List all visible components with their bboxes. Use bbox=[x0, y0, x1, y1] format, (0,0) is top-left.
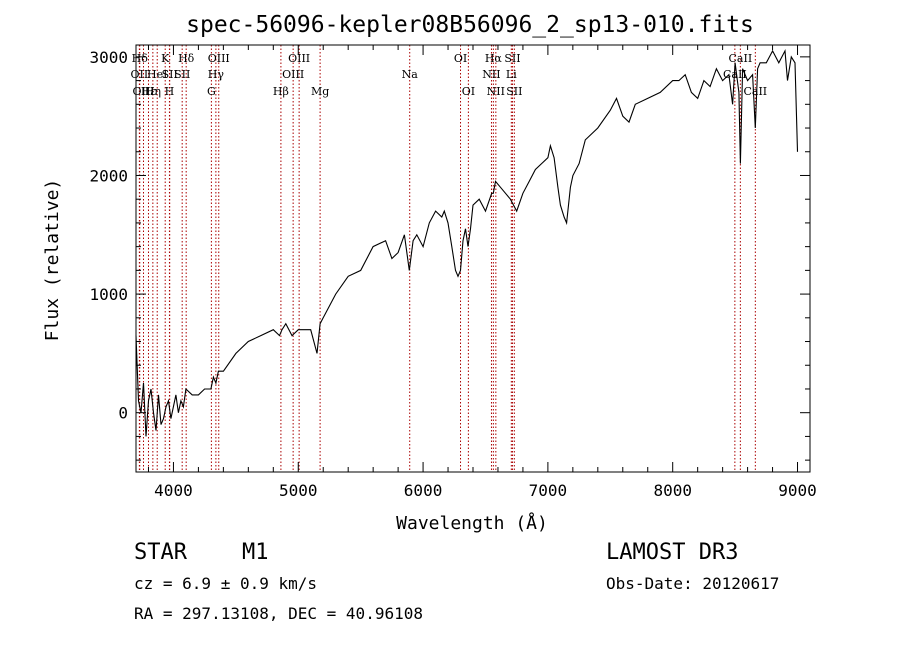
line-marker-label: OI bbox=[454, 52, 467, 65]
line-marker-label: NII bbox=[482, 68, 500, 81]
line-marker-label: SII bbox=[506, 85, 522, 98]
y-tick-label: 2000 bbox=[89, 166, 128, 185]
line-marker-label: OII bbox=[131, 68, 149, 81]
x-tick-label: 6000 bbox=[404, 481, 443, 500]
line-marker-label: CaII bbox=[743, 85, 767, 98]
line-markers bbox=[138, 45, 756, 472]
line-marker-label: Hβ bbox=[273, 85, 289, 98]
line-marker-label: OIII bbox=[208, 52, 230, 65]
line-marker-label: HeI bbox=[147, 68, 167, 81]
plot-area bbox=[135, 44, 811, 473]
redshift-velocity: cz = 6.9 ± 0.9 km/s bbox=[134, 574, 318, 593]
line-marker-label: H bbox=[165, 85, 175, 98]
x-tick-label: 7000 bbox=[529, 481, 568, 500]
x-tick-label: 8000 bbox=[653, 481, 692, 500]
line-marker-label: Hδ bbox=[178, 52, 195, 65]
survey-name: LAMOST DR3 bbox=[606, 540, 739, 565]
line-marker-label: Hδ bbox=[132, 52, 149, 65]
x-tick-label: 4000 bbox=[154, 481, 193, 500]
x-axis-label: Wavelength (Å) bbox=[396, 512, 548, 534]
line-marker-label: K bbox=[161, 52, 170, 65]
y-tick-label: 1000 bbox=[89, 285, 128, 304]
y-axis: 0 1000 2000 3000 bbox=[89, 48, 810, 461]
line-marker-label: Na bbox=[402, 68, 419, 81]
coordinates: RA = 297.13108, DEC = 40.96108 bbox=[134, 604, 423, 623]
line-marker-label: CaII bbox=[729, 52, 753, 65]
line-marker-label: Hε bbox=[141, 85, 157, 98]
spectrum-series-line bbox=[135, 48, 799, 437]
y-tick-label: 0 bbox=[118, 404, 128, 423]
x-tick-label: 5000 bbox=[279, 481, 318, 500]
object-class: STAR bbox=[134, 540, 187, 565]
object-subclass: M1 bbox=[242, 540, 269, 565]
line-marker-label: Mg bbox=[311, 85, 329, 98]
line-marker-label: Li bbox=[506, 68, 517, 81]
line-marker-label: G bbox=[207, 85, 216, 98]
chart-title: spec-56096-kepler08B56096_2_sp13-010.fit… bbox=[186, 12, 754, 38]
observation-date: Obs-Date: 20120617 bbox=[606, 574, 780, 593]
line-marker-label: NII bbox=[487, 85, 505, 98]
line-marker-label: OI bbox=[462, 85, 475, 98]
x-axis: 4000 5000 6000 7000 8000 9000 bbox=[147, 45, 817, 500]
x-tick-label: 9000 bbox=[778, 481, 817, 500]
line-marker-label: OIII bbox=[132, 85, 154, 98]
line-marker-label: OIII bbox=[282, 68, 304, 81]
line-marker-label: SII bbox=[174, 68, 190, 81]
line-marker-label: Hη bbox=[145, 85, 161, 98]
line-marker-label: Hα bbox=[485, 52, 503, 65]
line-marker-label: Hγ bbox=[208, 68, 225, 81]
line-marker-label: SII bbox=[162, 68, 178, 81]
line-marker-label: OIII bbox=[288, 52, 310, 65]
y-axis-label: Flux (relative) bbox=[42, 179, 63, 342]
y-tick-label: 3000 bbox=[89, 48, 128, 67]
line-marker-label: SII bbox=[504, 52, 520, 65]
